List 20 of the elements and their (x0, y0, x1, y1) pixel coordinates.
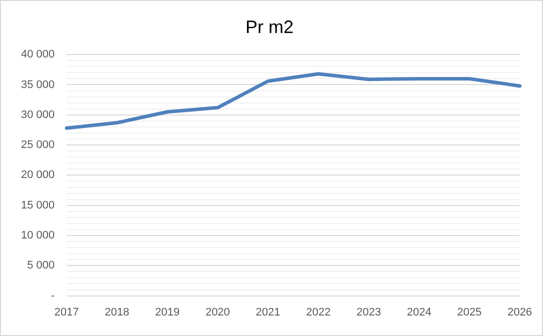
x-tick-label: 2024 (406, 306, 432, 318)
y-tick-label: 5 000 (27, 260, 55, 272)
x-tick-label: 2021 (256, 306, 280, 318)
x-tick-label: 2019 (155, 306, 180, 318)
y-tick-label: 35 000 (20, 78, 55, 91)
y-tick-label: 20 000 (20, 169, 55, 182)
x-tick-label: 2022 (306, 306, 331, 318)
x-tick-label: 2018 (104, 306, 130, 318)
x-tick-label: 2025 (457, 306, 482, 318)
x-tick-label: 2020 (205, 306, 230, 318)
y-tick-label: 25 000 (20, 139, 55, 152)
x-tick-label: 2017 (54, 306, 79, 318)
y-tick-label: - (50, 290, 55, 302)
y-tick-label: 40 000 (20, 48, 55, 61)
y-tick-label: 30 000 (20, 108, 55, 121)
y-tick-label: 15 000 (20, 199, 55, 212)
x-tick-label: 2023 (356, 306, 381, 318)
chart-title: Pr m2 (245, 16, 294, 37)
y-tick-label: 10 000 (20, 230, 55, 242)
x-tick-label: 2026 (508, 306, 532, 318)
